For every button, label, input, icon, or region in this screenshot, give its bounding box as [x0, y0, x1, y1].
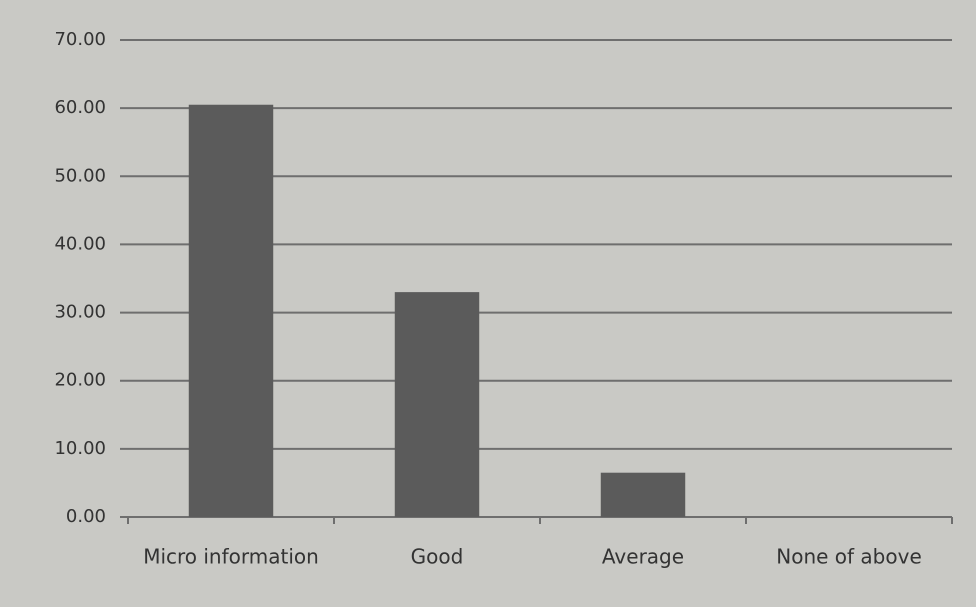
- bar: [188, 104, 274, 517]
- bar: [394, 292, 480, 517]
- y-tick-label: 20.00: [54, 370, 106, 391]
- y-tick-label: 40.00: [54, 233, 106, 254]
- y-tick-label: 70.00: [54, 29, 106, 50]
- y-tick-label: 30.00: [54, 302, 106, 323]
- y-tick-label: 0.00: [66, 506, 106, 527]
- y-tick-label: 60.00: [54, 97, 106, 118]
- x-tick-label: Micro information: [143, 545, 319, 569]
- x-tick-label: Good: [411, 545, 464, 569]
- y-tick-label: 50.00: [54, 165, 106, 186]
- x-tick-label: Average: [602, 545, 684, 569]
- bar: [600, 472, 686, 517]
- x-tick-label: None of above: [776, 545, 922, 569]
- y-tick-label: 10.00: [54, 438, 106, 459]
